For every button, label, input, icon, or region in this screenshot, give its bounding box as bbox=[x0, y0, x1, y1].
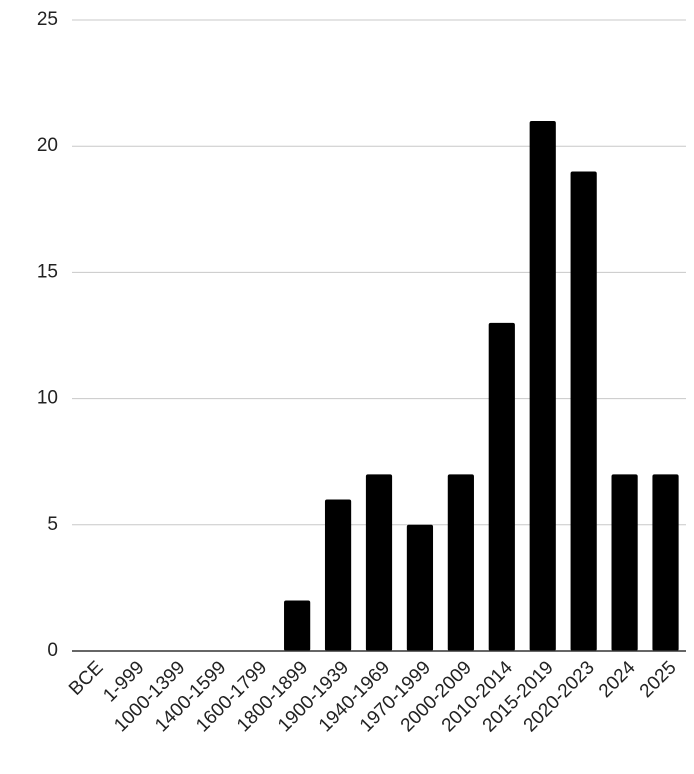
y-tick-label: 20 bbox=[37, 135, 58, 156]
bar bbox=[365, 474, 393, 651]
y-tick-label: 15 bbox=[37, 261, 58, 282]
bar bbox=[284, 600, 311, 651]
bar bbox=[488, 322, 515, 651]
y-tick-label: 25 bbox=[37, 9, 58, 30]
y-tick-label: 10 bbox=[37, 388, 58, 409]
x-tick-label: 2025 bbox=[636, 657, 681, 702]
bar bbox=[447, 474, 474, 651]
bar bbox=[611, 474, 638, 651]
y-tick-label: 5 bbox=[47, 514, 58, 535]
x-tick-label: 2024 bbox=[595, 657, 640, 702]
bar bbox=[652, 474, 679, 651]
bar bbox=[406, 524, 434, 651]
bar bbox=[570, 171, 597, 651]
bar bbox=[324, 499, 352, 651]
bar bbox=[529, 120, 556, 651]
y-tick-label: 0 bbox=[47, 640, 58, 661]
